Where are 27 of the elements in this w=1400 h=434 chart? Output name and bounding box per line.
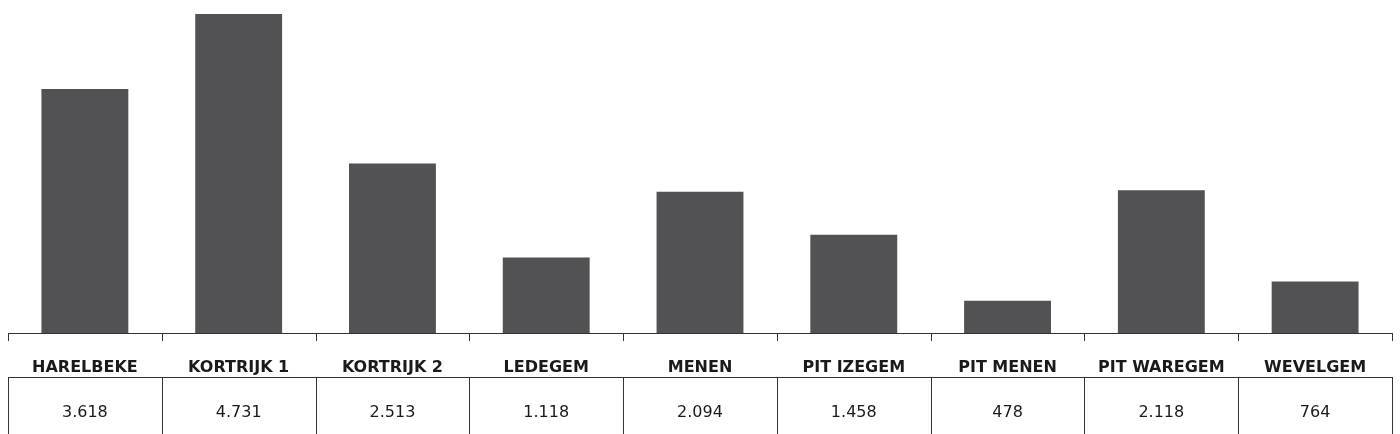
data-label: 478: [992, 402, 1023, 422]
bar: [41, 89, 129, 333]
x-tick-label: WEVELGEM: [1264, 357, 1367, 377]
bar: [964, 300, 1051, 333]
data-label: 3.618: [61, 402, 108, 422]
x-tick-label: MENEN: [667, 357, 733, 377]
bar: [1117, 190, 1205, 333]
data-label: 2.094: [677, 402, 723, 422]
data-label: 1.458: [830, 402, 877, 422]
bar: [656, 191, 744, 333]
data-label: 1.118: [523, 402, 570, 422]
bar: [810, 234, 898, 333]
x-tick-label: KORTRIJK 2: [341, 357, 444, 377]
x-tick-label: PIT MENEN: [958, 357, 1057, 377]
bar: [349, 163, 436, 333]
data-label: 2.513: [369, 402, 416, 422]
bar: [502, 257, 590, 333]
data-label: 2.118: [1138, 402, 1185, 422]
x-tick-label: PIT WAREGEM: [1097, 357, 1225, 377]
x-tick-label: LEDEGEM: [503, 357, 589, 377]
bar: [195, 14, 283, 333]
x-tick-label: PIT IZEGEM: [802, 357, 906, 377]
data-label: 4.731: [215, 402, 262, 422]
data-label: 764: [1299, 402, 1331, 422]
x-tick-label: KORTRIJK 1: [188, 357, 290, 377]
x-tick-label: HARELBEKE: [32, 357, 138, 377]
bar: [1271, 281, 1359, 333]
